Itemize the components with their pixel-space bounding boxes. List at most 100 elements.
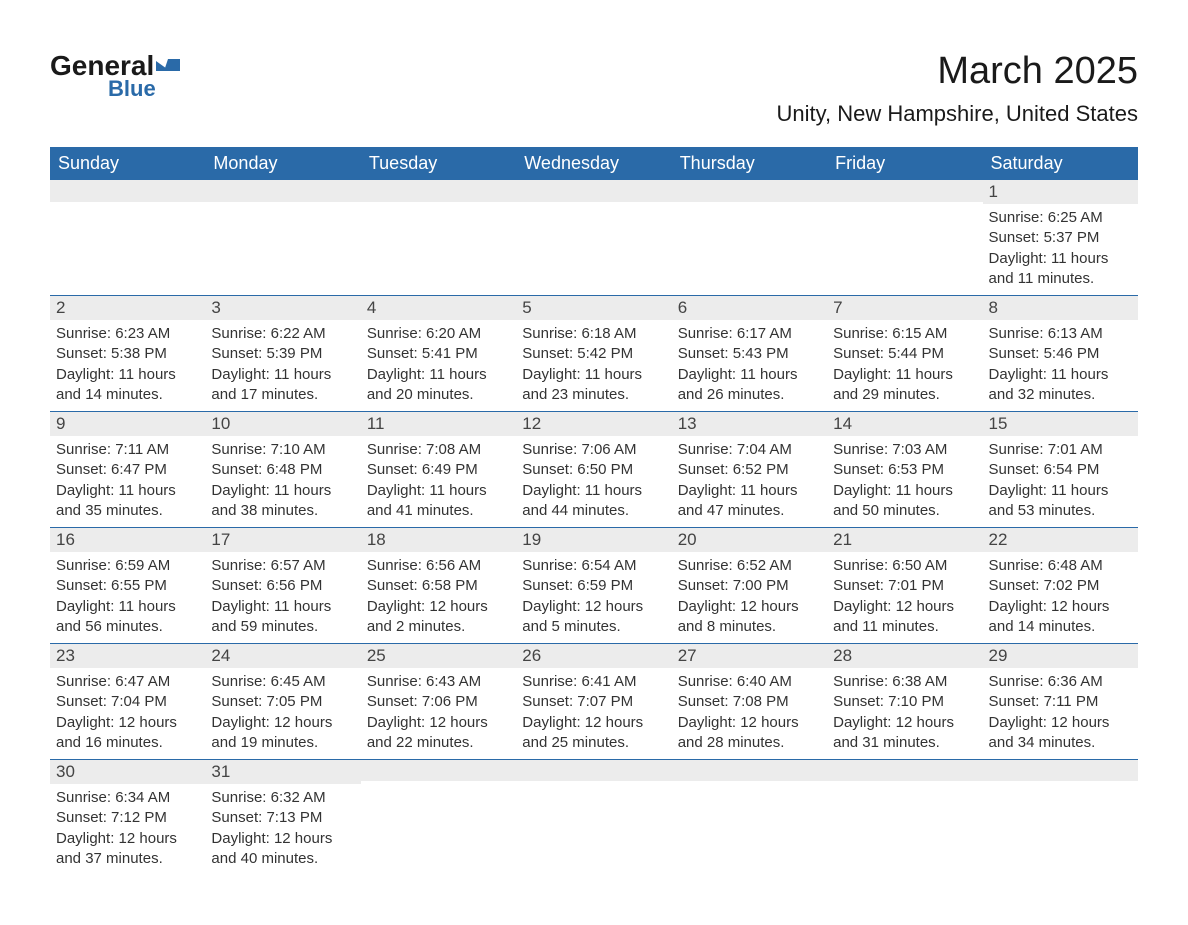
sunset-line: Sunset: 6:54 PM [989,460,1132,480]
day-details: Sunrise: 6:38 AMSunset: 7:10 PMDaylight:… [827,668,982,759]
day-details: Sunrise: 6:23 AMSunset: 5:38 PMDaylight:… [50,320,205,411]
sunrise-line: Sunrise: 6:20 AM [367,324,510,344]
day-number: 13 [672,411,827,436]
calendar-week-row: 9Sunrise: 7:11 AMSunset: 6:47 PMDaylight… [50,411,1138,527]
calendar-day-cell: 25Sunrise: 6:43 AMSunset: 7:06 PMDayligh… [361,643,516,759]
sunset-line: Sunset: 5:41 PM [367,344,510,364]
day-number: 12 [516,411,671,436]
sunrise-line: Sunrise: 6:15 AM [833,324,976,344]
calendar-empty-cell [516,759,671,875]
calendar-empty-cell [361,180,516,295]
daylight-line: Daylight: 11 hours and 26 minutes. [678,365,821,406]
calendar-day-cell: 5Sunrise: 6:18 AMSunset: 5:42 PMDaylight… [516,295,671,411]
calendar-empty-cell [205,180,360,295]
calendar-week-row: 23Sunrise: 6:47 AMSunset: 7:04 PMDayligh… [50,643,1138,759]
sunset-line: Sunset: 7:04 PM [56,692,199,712]
daylight-line: Daylight: 12 hours and 28 minutes. [678,713,821,754]
weekday-header: Thursday [672,147,827,180]
calendar-day-cell: 24Sunrise: 6:45 AMSunset: 7:05 PMDayligh… [205,643,360,759]
empty-day-body [827,202,982,232]
weekday-header: Monday [205,147,360,180]
empty-day-bar [361,180,516,202]
weekday-header: Friday [827,147,982,180]
day-details: Sunrise: 6:50 AMSunset: 7:01 PMDaylight:… [827,552,982,643]
empty-day-body [516,202,671,232]
sunrise-line: Sunrise: 6:18 AM [522,324,665,344]
day-number: 9 [50,411,205,436]
daylight-line: Daylight: 11 hours and 14 minutes. [56,365,199,406]
day-number: 29 [983,643,1138,668]
calendar-day-cell: 18Sunrise: 6:56 AMSunset: 6:58 PMDayligh… [361,527,516,643]
sunrise-line: Sunrise: 7:06 AM [522,440,665,460]
calendar-week-row: 16Sunrise: 6:59 AMSunset: 6:55 PMDayligh… [50,527,1138,643]
day-number: 26 [516,643,671,668]
calendar-day-cell: 23Sunrise: 6:47 AMSunset: 7:04 PMDayligh… [50,643,205,759]
daylight-line: Daylight: 11 hours and 59 minutes. [211,597,354,638]
daylight-line: Daylight: 11 hours and 11 minutes. [989,249,1132,290]
day-number: 6 [672,295,827,320]
sunrise-line: Sunrise: 6:32 AM [211,788,354,808]
day-details: Sunrise: 6:34 AMSunset: 7:12 PMDaylight:… [50,784,205,875]
daylight-line: Daylight: 11 hours and 32 minutes. [989,365,1132,406]
daylight-line: Daylight: 12 hours and 11 minutes. [833,597,976,638]
daylight-line: Daylight: 12 hours and 34 minutes. [989,713,1132,754]
empty-day-bar [672,759,827,781]
weekday-header: Sunday [50,147,205,180]
sunset-line: Sunset: 5:38 PM [56,344,199,364]
sunrise-line: Sunrise: 6:25 AM [989,208,1132,228]
day-details: Sunrise: 6:22 AMSunset: 5:39 PMDaylight:… [205,320,360,411]
calendar-week-row: 1Sunrise: 6:25 AMSunset: 5:37 PMDaylight… [50,180,1138,295]
day-number: 10 [205,411,360,436]
sunset-line: Sunset: 7:02 PM [989,576,1132,596]
empty-day-body [672,781,827,811]
sunrise-line: Sunrise: 7:08 AM [367,440,510,460]
calendar-day-cell: 27Sunrise: 6:40 AMSunset: 7:08 PMDayligh… [672,643,827,759]
sunset-line: Sunset: 5:46 PM [989,344,1132,364]
daylight-line: Daylight: 12 hours and 5 minutes. [522,597,665,638]
empty-day-bar [983,759,1138,781]
day-details: Sunrise: 6:45 AMSunset: 7:05 PMDaylight:… [205,668,360,759]
empty-day-bar [50,180,205,202]
calendar-day-cell: 30Sunrise: 6:34 AMSunset: 7:12 PMDayligh… [50,759,205,875]
day-details: Sunrise: 6:20 AMSunset: 5:41 PMDaylight:… [361,320,516,411]
sunset-line: Sunset: 7:10 PM [833,692,976,712]
calendar-day-cell: 8Sunrise: 6:13 AMSunset: 5:46 PMDaylight… [983,295,1138,411]
sunrise-line: Sunrise: 6:54 AM [522,556,665,576]
sunrise-line: Sunrise: 6:17 AM [678,324,821,344]
daylight-line: Daylight: 12 hours and 14 minutes. [989,597,1132,638]
day-number: 22 [983,527,1138,552]
calendar-day-cell: 20Sunrise: 6:52 AMSunset: 7:00 PMDayligh… [672,527,827,643]
sunset-line: Sunset: 7:12 PM [56,808,199,828]
daylight-line: Daylight: 11 hours and 44 minutes. [522,481,665,522]
day-details: Sunrise: 6:59 AMSunset: 6:55 PMDaylight:… [50,552,205,643]
title-area: March 2025 Unity, New Hampshire, United … [776,50,1138,127]
sunset-line: Sunset: 5:39 PM [211,344,354,364]
day-details: Sunrise: 6:41 AMSunset: 7:07 PMDaylight:… [516,668,671,759]
day-details: Sunrise: 6:52 AMSunset: 7:00 PMDaylight:… [672,552,827,643]
calendar-week-row: 30Sunrise: 6:34 AMSunset: 7:12 PMDayligh… [50,759,1138,875]
sunrise-line: Sunrise: 6:57 AM [211,556,354,576]
daylight-line: Daylight: 12 hours and 40 minutes. [211,829,354,870]
day-details: Sunrise: 6:43 AMSunset: 7:06 PMDaylight:… [361,668,516,759]
day-details: Sunrise: 7:10 AMSunset: 6:48 PMDaylight:… [205,436,360,527]
day-details: Sunrise: 6:57 AMSunset: 6:56 PMDaylight:… [205,552,360,643]
day-details: Sunrise: 7:01 AMSunset: 6:54 PMDaylight:… [983,436,1138,527]
day-number: 21 [827,527,982,552]
sunset-line: Sunset: 6:53 PM [833,460,976,480]
sunrise-line: Sunrise: 6:56 AM [367,556,510,576]
calendar-day-cell: 15Sunrise: 7:01 AMSunset: 6:54 PMDayligh… [983,411,1138,527]
day-details: Sunrise: 6:48 AMSunset: 7:02 PMDaylight:… [983,552,1138,643]
calendar-empty-cell [983,759,1138,875]
calendar-empty-cell [827,180,982,295]
calendar-day-cell: 10Sunrise: 7:10 AMSunset: 6:48 PMDayligh… [205,411,360,527]
sunset-line: Sunset: 5:44 PM [833,344,976,364]
empty-day-bar [516,180,671,202]
calendar-day-cell: 22Sunrise: 6:48 AMSunset: 7:02 PMDayligh… [983,527,1138,643]
empty-day-body [361,202,516,232]
day-number: 3 [205,295,360,320]
day-details: Sunrise: 6:40 AMSunset: 7:08 PMDaylight:… [672,668,827,759]
empty-day-body [827,781,982,811]
calendar-week-row: 2Sunrise: 6:23 AMSunset: 5:38 PMDaylight… [50,295,1138,411]
empty-day-bar [205,180,360,202]
empty-day-bar [516,759,671,781]
